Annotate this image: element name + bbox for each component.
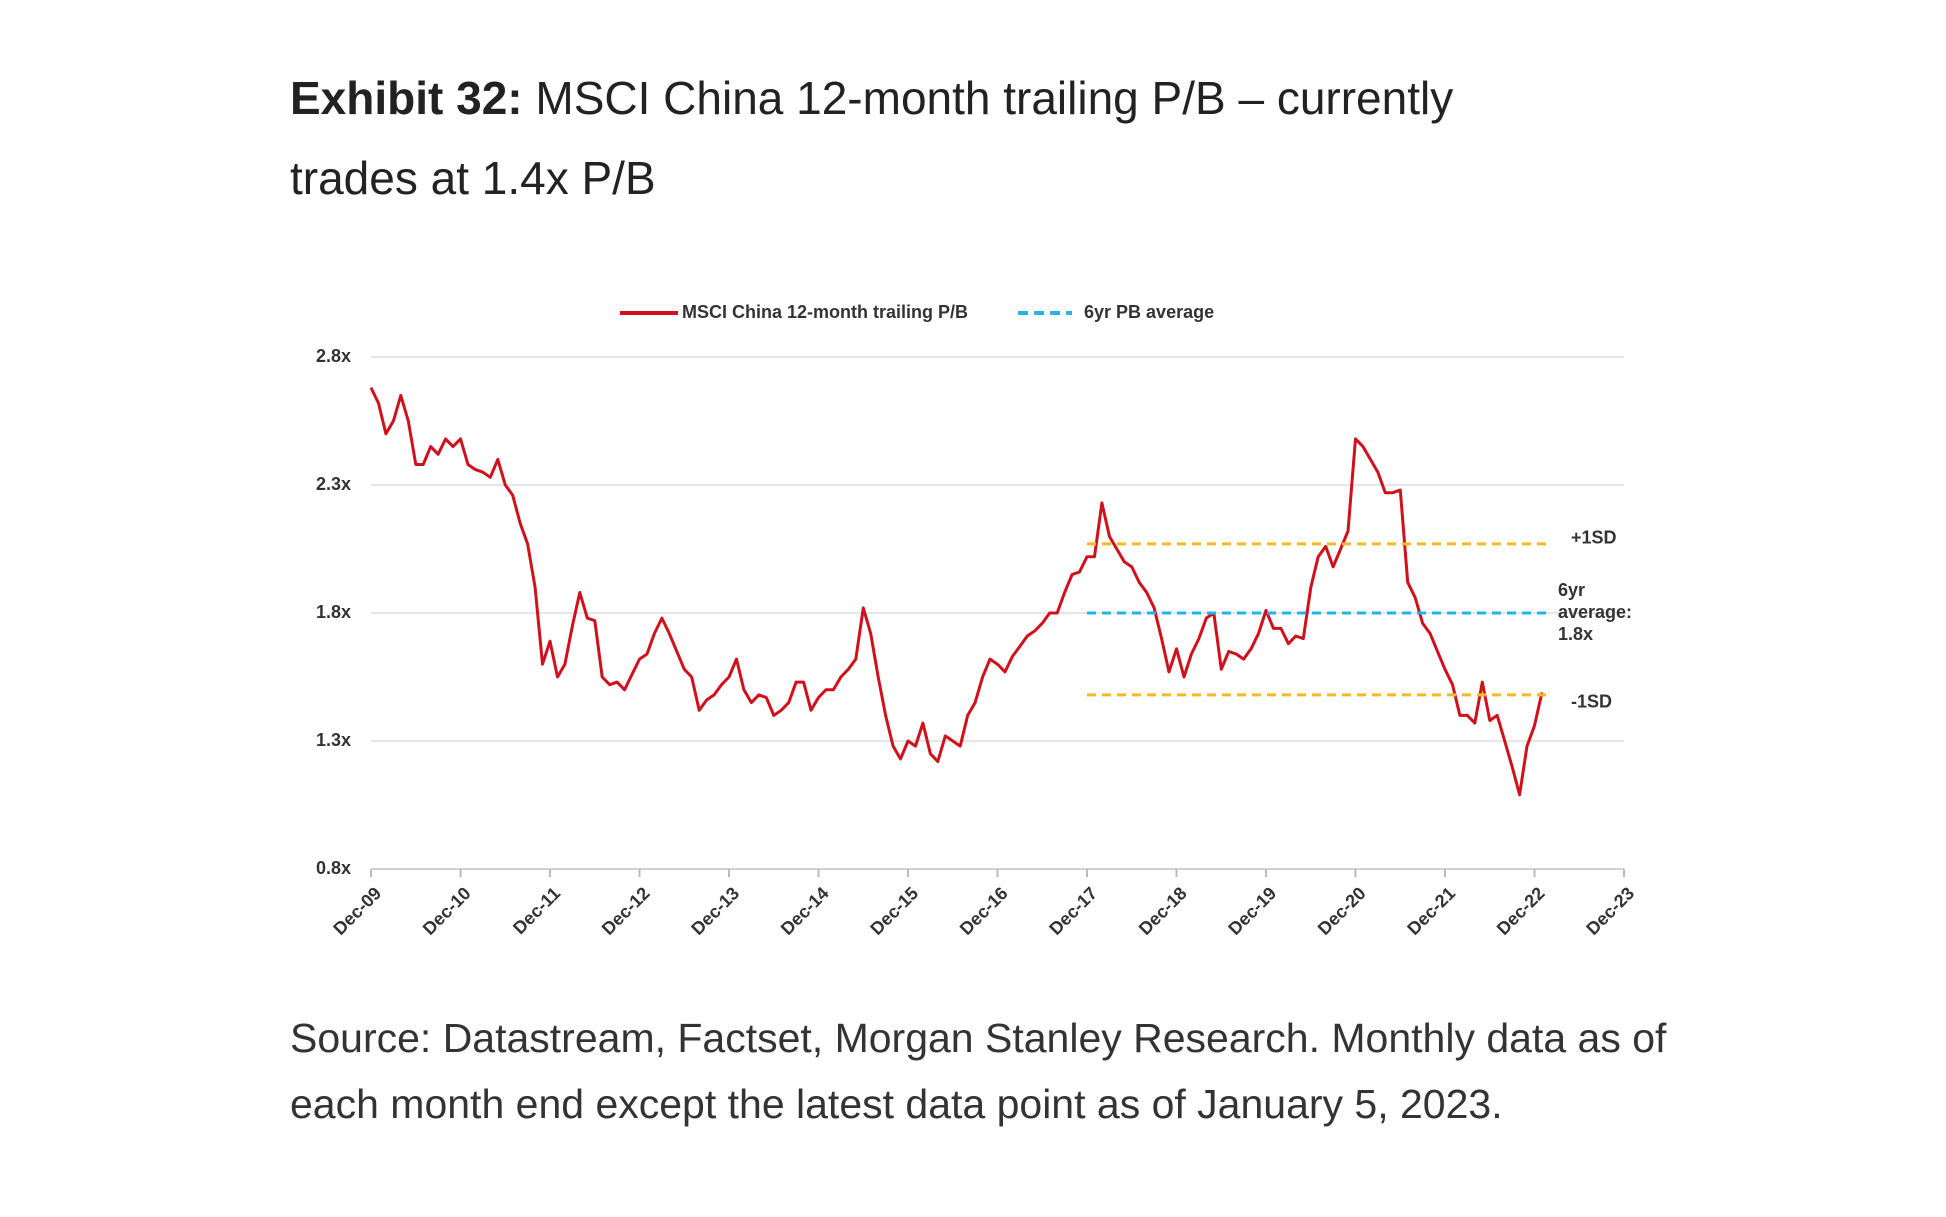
y-tick-label: 2.3x (316, 474, 351, 494)
x-tick-label: Dec-13 (687, 883, 743, 939)
x-tick-label: Dec-18 (1135, 883, 1191, 939)
x-tick-label: Dec-16 (956, 883, 1012, 939)
legend-label: 6yr PB average (1084, 302, 1214, 322)
reference-label: 6yr average: 1.8x (1558, 580, 1632, 644)
source-note: Source: Datastream, Factset, Morgan Stan… (290, 1015, 1667, 1127)
line-series (369, 387, 1544, 797)
x-tick-label: Dec-17 (1045, 883, 1101, 939)
chart: 0.8x 1.3x 1.8x 2.3x 2.8x Dec-09 Dec-10 Dec-11 De… (316, 302, 1638, 939)
x-tick-label: Dec-11 (509, 883, 564, 938)
y-tick-label: 2.8x (316, 346, 351, 366)
x-tick-label: Dec-23 (1582, 883, 1638, 939)
y-tick-label: 1.8x (316, 602, 351, 622)
x-tick-label: Dec-15 (866, 883, 922, 939)
reference-label: -1SD (1571, 692, 1612, 712)
chart-title: MSCI China 12-month trailing P/B – curre… (290, 72, 1454, 204)
x-tick-label: Dec-12 (598, 883, 654, 939)
x-tick-label: Dec-14 (777, 883, 833, 939)
x-tick-label: Dec-20 (1314, 883, 1370, 939)
reference-label: +1SD (1571, 528, 1617, 548)
y-tick-label: 1.3x (316, 730, 351, 750)
x-tick-label: Dec-21 (1403, 883, 1459, 939)
y-tick-label: 0.8x (316, 858, 351, 878)
title-label: Exhibit 32: (290, 72, 523, 124)
title-block: Exhibit 32: MSCI China 12-month trailing… (290, 58, 1470, 218)
legend-label: MSCI China 12-month trailing P/B (682, 302, 968, 322)
x-tick-label: Dec-09 (329, 883, 385, 939)
x-tick-label: Dec-10 (419, 883, 475, 939)
x-tick-label: Dec-19 (1224, 883, 1280, 939)
x-tick-label: Dec-22 (1493, 883, 1549, 939)
